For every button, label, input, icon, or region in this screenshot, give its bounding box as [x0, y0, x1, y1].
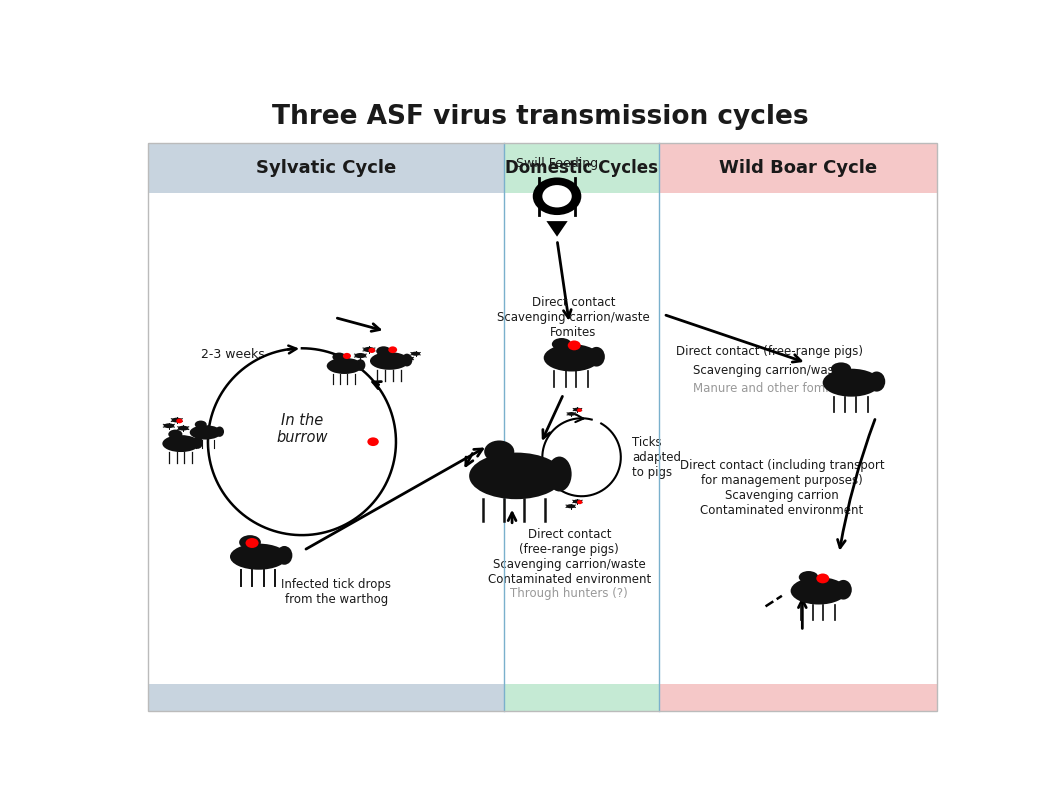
Ellipse shape — [573, 500, 582, 504]
Ellipse shape — [354, 353, 366, 358]
Text: Ticks
adapted
to pigs: Ticks adapted to pigs — [632, 436, 682, 479]
Circle shape — [246, 538, 258, 548]
Text: Direct contact
(free-range pigs)
Scavenging carrion/waste
Contaminated environme: Direct contact (free-range pigs) Scaveng… — [487, 528, 651, 586]
Circle shape — [343, 353, 351, 359]
Text: Infected tick drops
from the warthog: Infected tick drops from the warthog — [282, 579, 391, 606]
Ellipse shape — [162, 435, 199, 452]
Text: 2-3 weeks: 2-3 weeks — [200, 348, 265, 362]
Text: Scavenging carrion/waste: Scavenging carrion/waste — [693, 364, 846, 377]
Ellipse shape — [404, 357, 414, 361]
Ellipse shape — [868, 371, 885, 391]
Bar — [148, 684, 504, 711]
Ellipse shape — [239, 535, 261, 550]
Ellipse shape — [548, 457, 572, 491]
Bar — [504, 684, 659, 711]
Ellipse shape — [178, 426, 189, 431]
Ellipse shape — [484, 441, 514, 463]
Ellipse shape — [276, 546, 292, 565]
Text: Domestic Cycles: Domestic Cycles — [505, 159, 658, 178]
Circle shape — [568, 341, 580, 350]
Text: Through hunters (?): Through hunters (?) — [511, 587, 628, 600]
Ellipse shape — [356, 359, 365, 371]
Ellipse shape — [172, 418, 183, 423]
Ellipse shape — [823, 369, 880, 397]
Ellipse shape — [411, 352, 420, 356]
Ellipse shape — [377, 346, 391, 356]
Polygon shape — [546, 221, 568, 236]
Circle shape — [368, 348, 376, 353]
Bar — [659, 684, 937, 711]
Ellipse shape — [402, 353, 413, 366]
Circle shape — [817, 574, 829, 583]
Ellipse shape — [574, 408, 581, 412]
Bar — [504, 144, 659, 193]
Bar — [659, 144, 937, 193]
Text: Wild Boar Cycle: Wild Boar Cycle — [720, 159, 878, 178]
Ellipse shape — [469, 453, 563, 500]
Ellipse shape — [370, 352, 409, 370]
Text: Manure and other fomites: Manure and other fomites — [693, 383, 846, 395]
Ellipse shape — [327, 358, 362, 374]
Circle shape — [542, 185, 572, 207]
Ellipse shape — [831, 362, 851, 375]
Ellipse shape — [192, 437, 203, 449]
Text: Direct contact (including transport
for management purposes)
Scavenging carrion
: Direct contact (including transport for … — [679, 459, 884, 517]
Circle shape — [367, 437, 379, 446]
Circle shape — [388, 346, 397, 353]
Ellipse shape — [215, 427, 224, 437]
Ellipse shape — [230, 544, 287, 570]
Ellipse shape — [568, 412, 575, 416]
Bar — [148, 144, 504, 193]
Circle shape — [577, 408, 582, 412]
Ellipse shape — [588, 347, 605, 366]
Ellipse shape — [363, 347, 375, 352]
Circle shape — [176, 419, 183, 424]
Ellipse shape — [552, 338, 572, 350]
Ellipse shape — [790, 577, 847, 604]
Ellipse shape — [169, 429, 183, 439]
Ellipse shape — [543, 344, 600, 371]
Text: Three ASF virus transmission cycles: Three ASF virus transmission cycles — [272, 104, 809, 130]
Text: Direct contact (free-range pigs): Direct contact (free-range pigs) — [676, 345, 863, 358]
Ellipse shape — [164, 424, 174, 429]
Ellipse shape — [190, 425, 222, 440]
Ellipse shape — [195, 420, 207, 429]
Ellipse shape — [835, 580, 851, 600]
Text: Direct contact
Scavenging carrion/waste
Fomites: Direct contact Scavenging carrion/waste … — [497, 296, 650, 339]
Text: Swill Feeding: Swill Feeding — [516, 157, 598, 170]
Circle shape — [577, 500, 582, 504]
Text: Sylvatic Cycle: Sylvatic Cycle — [256, 159, 397, 178]
Ellipse shape — [799, 571, 819, 583]
Circle shape — [534, 179, 580, 214]
Ellipse shape — [332, 353, 346, 362]
Ellipse shape — [567, 504, 575, 508]
Text: In the
burrow: In the burrow — [276, 413, 328, 445]
